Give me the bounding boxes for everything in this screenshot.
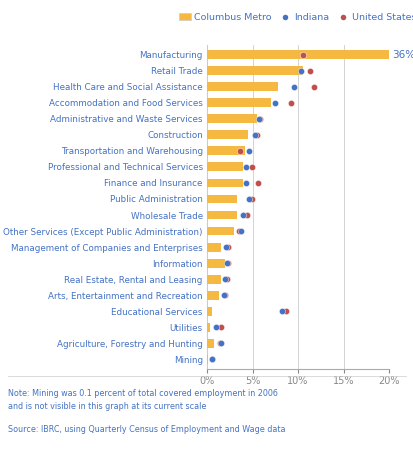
Bar [206, 162, 243, 171]
Bar [206, 355, 207, 364]
Bar [206, 339, 214, 348]
Legend: Columbus Metro, Indiana, United States: Columbus Metro, Indiana, United States [175, 9, 413, 26]
Bar [206, 114, 256, 123]
Bar [206, 211, 237, 220]
Bar [206, 50, 388, 59]
Bar [206, 291, 218, 300]
Text: Note: Mining was 0.1 percent of total covered employment in 2006
and is not visi: Note: Mining was 0.1 percent of total co… [8, 389, 278, 411]
Bar [206, 179, 243, 187]
Bar [206, 259, 225, 268]
Bar [206, 307, 211, 315]
Bar [206, 66, 302, 75]
Text: 36%: 36% [391, 50, 413, 59]
Bar [206, 275, 220, 284]
Bar [206, 130, 247, 139]
Bar [206, 82, 278, 91]
Bar [206, 227, 234, 235]
Bar [206, 99, 270, 107]
Text: Source: IBRC, using Quarterly Census of Employment and Wage data: Source: IBRC, using Quarterly Census of … [8, 425, 285, 434]
Bar [206, 194, 237, 203]
Bar [206, 243, 220, 252]
Bar [206, 323, 209, 332]
Bar [206, 146, 244, 155]
